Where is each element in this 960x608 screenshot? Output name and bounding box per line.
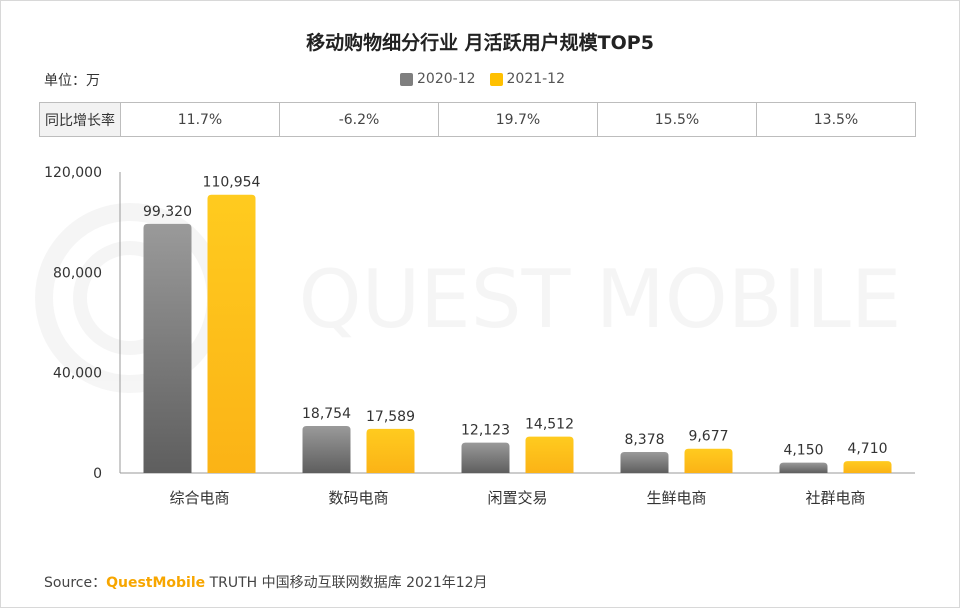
bar-2020: [620, 451, 669, 473]
bar-2021: [366, 428, 415, 473]
yoy-cell: 13.5%: [756, 102, 916, 137]
bar-2020: [302, 425, 351, 473]
x-tick-label: 闲置交易: [487, 489, 547, 507]
y-tick-label: 0: [93, 466, 102, 482]
yoy-row: 同比增长率 11.7% -6.2% 19.7% 15.5% 13.5%: [39, 102, 916, 137]
unit-label: 单位：万: [44, 73, 100, 89]
bar-2020: [143, 223, 192, 473]
x-tick-label: 社群电商: [805, 489, 865, 507]
data-label-2021: 110,954: [203, 175, 261, 191]
yoy-cell: 11.7%: [120, 102, 280, 137]
legend: 2020-12 2021-12: [400, 71, 579, 87]
chart-title: 移动购物细分行业 月活跃用户规模TOP5: [306, 32, 654, 54]
watermark-text: QUEST MOBILE: [299, 253, 902, 346]
bar-2020: [779, 462, 828, 473]
plot-area: 0 40,000 80,000 120,000 99,320 110,954 综合电商 18,…: [44, 165, 915, 507]
y-tick-label: 40,000: [53, 366, 102, 382]
source-brand: QuestMobile: [106, 575, 206, 591]
legend-swatch-2020: [400, 72, 413, 86]
data-label-2021: 4,710: [847, 441, 887, 457]
legend-label-2020: 2020-12: [417, 71, 476, 87]
y-tick-label: 80,000: [53, 265, 102, 281]
data-label-2020: 18,754: [302, 406, 351, 422]
legend-label-2021: 2021-12: [506, 71, 566, 87]
data-label-2020: 99,320: [143, 204, 192, 220]
bar-2020: [461, 442, 510, 473]
bar-2021: [684, 448, 733, 473]
yoy-cell: 19.7%: [438, 102, 598, 137]
data-label-2021: 14,512: [525, 417, 574, 433]
bar-2021: [843, 461, 892, 473]
legend-swatch-2021: [489, 72, 503, 86]
bar-2021: [207, 194, 256, 474]
y-tick-label: 120,000: [44, 165, 102, 181]
bar-2021: [525, 436, 574, 473]
legend-item-2020: 2020-12: [400, 71, 476, 87]
source-prefix: Source：: [44, 575, 107, 591]
yoy-cell: -6.2%: [279, 102, 439, 137]
data-label-2021: 17,589: [366, 409, 415, 425]
x-tick-label: 数码电商: [328, 489, 388, 507]
bar-chart: QUEST MOBILE 0 40,000 80,000 120,000 99,320 1…: [35, 165, 915, 507]
x-tick-label: 综合电商: [169, 489, 229, 507]
data-label-2020: 4,150: [783, 443, 823, 459]
yoy-header-cell: 同比增长率: [39, 102, 121, 137]
data-label-2020: 8,378: [624, 432, 664, 448]
yoy-growth-table: 同比增长率 11.7% -6.2% 19.7% 15.5% 13.5%: [39, 102, 916, 137]
yoy-cell: 15.5%: [597, 102, 757, 137]
legend-item-2021: 2021-12: [489, 71, 566, 87]
x-tick-label: 生鲜电商: [646, 489, 706, 507]
data-label-2020: 12,123: [461, 423, 510, 439]
source-note: Source：QuestMobile TRUTH 中国移动互联网数据库 2021…: [44, 572, 488, 592]
data-label-2021: 9,677: [688, 429, 728, 445]
watermark: QUEST MOBILE: [35, 203, 902, 393]
source-rest: TRUTH 中国移动互联网数据库 2021年12月: [205, 575, 488, 591]
